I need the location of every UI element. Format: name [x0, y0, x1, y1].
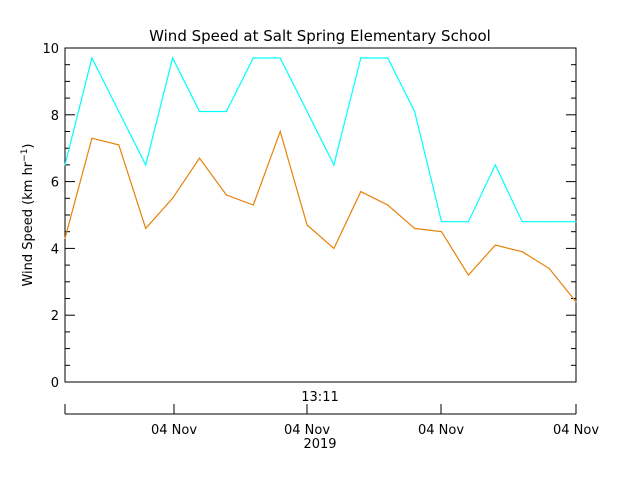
x-tick-label: 04 Nov — [553, 423, 599, 438]
series-2-point — [467, 274, 470, 276]
series-2-point — [306, 224, 308, 226]
series-1-point — [467, 221, 470, 223]
series-2-point — [279, 130, 281, 133]
series-2-point — [494, 244, 496, 246]
series-1-point — [333, 164, 335, 166]
series-1-point — [198, 110, 201, 113]
x-axis-ticks: 04 Nov 04 Nov 04 Nov 04 Nov — [64, 404, 599, 438]
y-tick-label: 0 — [51, 376, 59, 391]
y-tick-label: 10 — [42, 42, 59, 57]
series-2-point — [225, 194, 227, 196]
series-1-point — [414, 110, 416, 113]
y-axis-ticks: 0 2 4 6 8 10 — [42, 42, 576, 391]
y-axis-label: Wind Speed (km hr−1) — [20, 143, 36, 286]
x-tick-label: 04 Nov — [151, 423, 197, 438]
y-tick-label: 6 — [51, 176, 59, 191]
series-1-point — [145, 164, 147, 166]
series-line-2 — [64, 129, 577, 303]
series-2-point — [521, 251, 523, 253]
series-1-point — [306, 110, 308, 113]
series-1-point — [118, 110, 120, 113]
x-tick-label: 04 Nov — [418, 423, 464, 438]
series-2-point — [252, 204, 254, 206]
series-2-point — [440, 231, 443, 233]
series-2-point — [414, 227, 416, 229]
series-1-point — [64, 164, 66, 166]
series-2-point — [387, 204, 389, 206]
x-tick-label: 04 Nov — [284, 423, 330, 438]
series-2-point — [360, 191, 362, 193]
series-1-point — [360, 57, 362, 59]
series-1-point — [440, 221, 443, 223]
series-1-point — [171, 57, 174, 59]
series-2-point — [548, 267, 550, 270]
series-2-point — [91, 137, 93, 139]
series-1-point — [548, 221, 550, 223]
series-2-point — [145, 227, 147, 229]
series-2-point — [64, 237, 66, 239]
series-1-point — [225, 110, 227, 113]
series-1-point — [387, 57, 389, 59]
series-1-point — [575, 221, 577, 223]
chart-title: Wind Speed at Salt Spring Elementary Sch… — [149, 27, 491, 45]
series-1-point — [494, 164, 496, 166]
series-1-point — [252, 57, 254, 59]
x-axis-year-label: 2019 — [303, 437, 336, 452]
series-1-point — [521, 221, 523, 223]
series-1-point — [91, 57, 93, 59]
series-line-1 — [64, 56, 576, 223]
series-2-point — [198, 157, 201, 159]
series-1-point — [279, 57, 281, 59]
series-2-point — [333, 247, 335, 249]
series-layer — [64, 56, 577, 303]
series-2-point — [575, 301, 577, 303]
x-axis-top-label: 13:11 — [301, 390, 338, 405]
y-tick-label: 8 — [51, 109, 59, 124]
series-2-point — [171, 197, 174, 199]
y-tick-label: 4 — [51, 242, 59, 257]
series-2-point — [118, 144, 120, 146]
y-tick-label: 2 — [51, 309, 59, 324]
